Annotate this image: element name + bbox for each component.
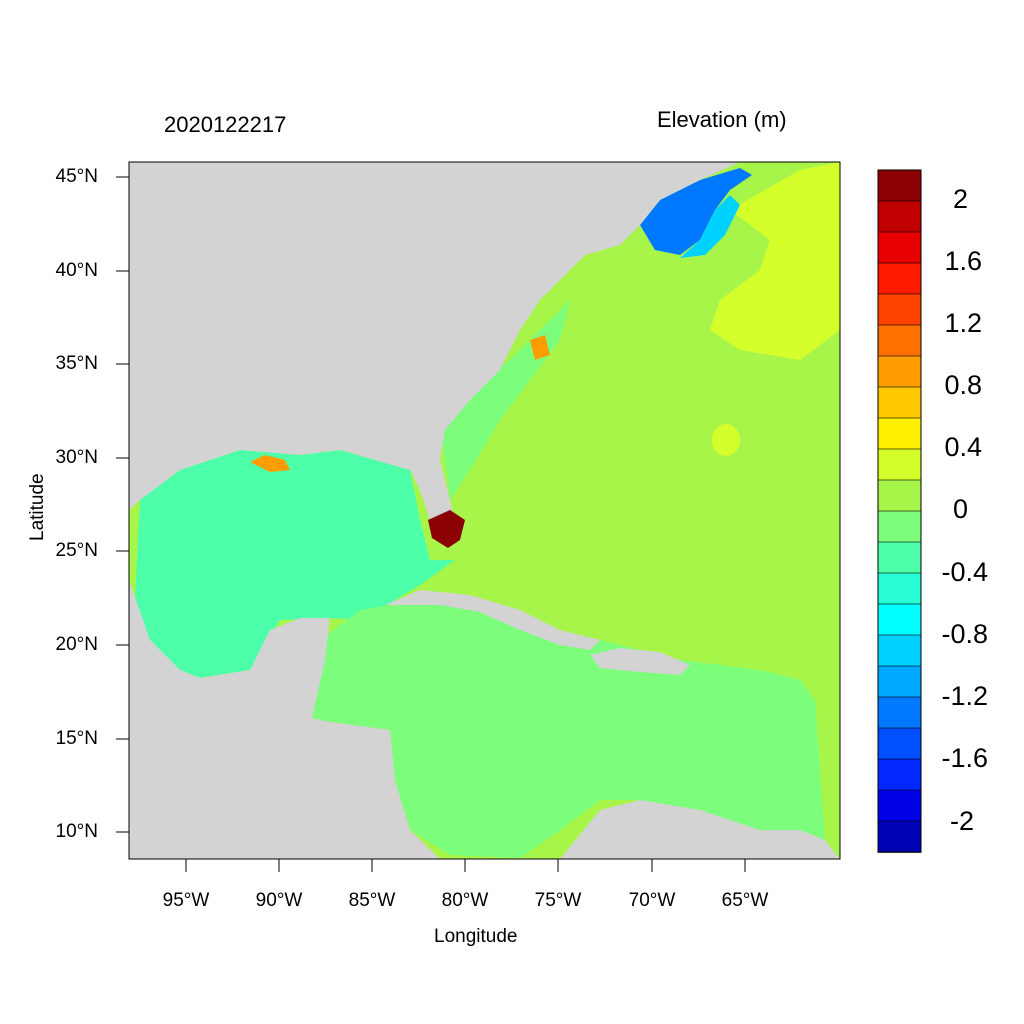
- lat-tick-label: 30°N: [55, 447, 98, 468]
- colorbar-swatch: [877, 417, 922, 450]
- lat-tick-marks: [116, 176, 129, 833]
- chesapeake-surge: [530, 335, 550, 360]
- map-plot-area: [129, 162, 840, 859]
- lat-tick-label: 25°N: [55, 540, 98, 561]
- caribbean-sea: [312, 600, 825, 858]
- colorbar-swatch: [877, 355, 922, 388]
- colorbar-swatch: [877, 231, 922, 264]
- gulf-of-maine-edge: [680, 195, 740, 258]
- lat-tick-label: 45°N: [55, 166, 98, 187]
- south-florida-surge: [428, 510, 465, 548]
- x-axis-label: Longitude: [434, 926, 518, 947]
- lon-tick-marks: [185, 859, 746, 872]
- colorbar-swatch: [877, 572, 922, 605]
- lat-tick-label: 20°N: [55, 634, 98, 655]
- colorbar-swatch: [877, 386, 922, 419]
- timestamp-title: 2020122217: [164, 112, 287, 137]
- colorbar-swatch: [877, 603, 922, 636]
- lon-tick-label: 90°W: [255, 890, 303, 911]
- lon-tick-label: 85°W: [348, 890, 396, 911]
- louisiana-coast-surge: [250, 455, 290, 472]
- colorbar-swatch: [877, 541, 922, 574]
- gulf-of-maine: [640, 168, 752, 255]
- lat-tick-label: 15°N: [55, 728, 98, 749]
- colorbar-label: -1.6: [941, 743, 988, 773]
- colorbar-swatch: [877, 293, 922, 326]
- colorbar-swatch: [877, 262, 922, 295]
- lat-tick-label: 35°N: [55, 353, 98, 374]
- colorbar-label: 1.2: [944, 308, 982, 338]
- cuba-land: [385, 590, 600, 650]
- lon-tick-label: 75°W: [534, 890, 582, 911]
- lon-tick-label: 95°W: [162, 890, 210, 911]
- colorbar-frame: [877, 169, 922, 853]
- plot-frame: [128, 161, 841, 860]
- colorbar-label: 1.6: [944, 246, 982, 276]
- colorbar-swatch: [877, 696, 922, 729]
- colorbar-label: 0: [952, 494, 968, 524]
- colorbar-swatch: [877, 634, 922, 667]
- lon-tick-label: 70°W: [628, 890, 676, 911]
- colorbar-label: -0.8: [941, 619, 988, 649]
- colorbar-label: -1.2: [941, 681, 988, 711]
- y-axis-label: Latitude: [27, 473, 48, 541]
- lon-tick-label: 65°W: [721, 890, 769, 911]
- lon-tick-label: 80°W: [441, 890, 489, 911]
- lat-tick-label: 40°N: [55, 260, 98, 281]
- atlantic-yellow-patch: [712, 424, 740, 456]
- colorbar: [877, 169, 922, 853]
- hispaniola-land: [590, 648, 690, 675]
- lat-tick-label: 10°N: [55, 821, 98, 842]
- gulf-of-mexico: [135, 450, 455, 678]
- colorbar-swatch: [877, 727, 922, 760]
- colorbar-swatch: [877, 665, 922, 698]
- mexico-central-america-land: [129, 580, 440, 859]
- variable-title: Elevation (m): [657, 107, 787, 132]
- colorbar-label: 0.8: [944, 370, 982, 400]
- colorbar-swatch: [877, 324, 922, 357]
- colorbar-label: 0.4: [944, 432, 982, 462]
- atlantic-east: [710, 162, 840, 360]
- colorbar-swatch: [877, 510, 922, 543]
- colorbar-swatch: [877, 448, 922, 481]
- colorbar-label: -2: [949, 806, 974, 836]
- colorbar-swatch: [877, 758, 922, 791]
- colorbar-label: -0.4: [941, 557, 988, 587]
- colorbar-label: 2: [952, 184, 968, 214]
- south-america-land: [560, 800, 840, 859]
- north-america-land: [129, 162, 740, 520]
- colorbar-swatch: [877, 789, 922, 822]
